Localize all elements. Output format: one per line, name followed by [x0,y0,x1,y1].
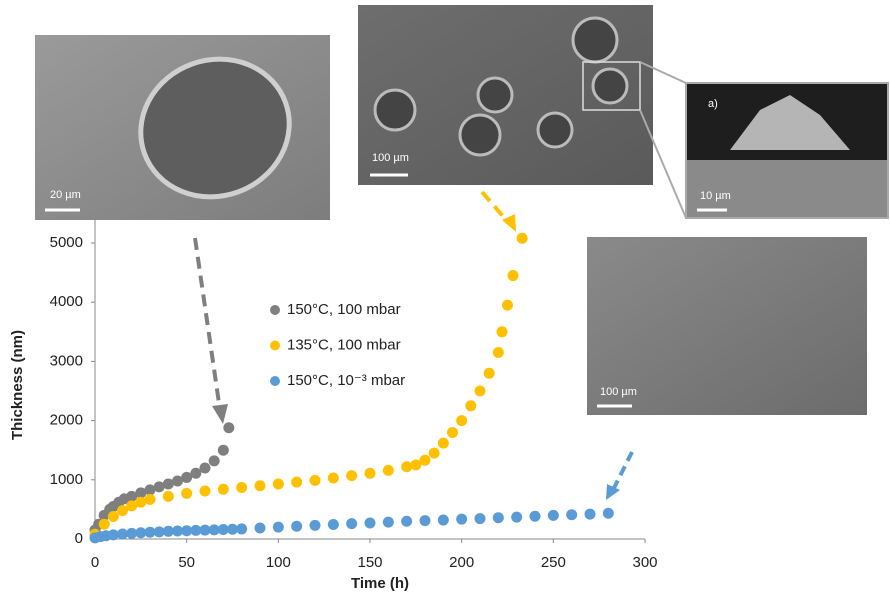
data-point [163,491,174,502]
data-point [291,521,302,532]
data-point [223,422,234,433]
data-point [548,510,559,521]
data-point [365,468,376,479]
x-tick-label: 50 [178,554,195,571]
data-point [429,448,440,459]
y-tick-label: 2000 [50,412,83,429]
x-tick-label: 0 [91,554,99,571]
data-point [475,386,486,397]
data-point [493,347,504,358]
data-point [190,468,201,479]
data-point [511,512,522,523]
data-point [273,478,284,489]
data-point [456,514,467,525]
data-point [517,233,528,244]
data-point [438,438,449,449]
chart: 0 1000 2000 3000 4000 5000 0 50 100 150 200 250 300 T… [0,0,890,600]
data-point [438,515,449,526]
data-point [328,473,339,484]
data-point [218,445,229,456]
data-point [493,512,504,523]
scale-label: 100 µm [600,386,637,398]
y-axis-label: Thickness (nm) [9,330,26,440]
data-point [585,509,596,520]
data-point [603,508,614,519]
legend-label: 150°C, 10⁻³ mbar [287,372,405,389]
data-point [383,465,394,476]
arrow [195,238,220,410]
data-point [566,509,577,520]
data-point [218,484,229,495]
x-tick-label: 300 [632,554,657,571]
arrow-head [212,404,228,424]
data-point [145,494,156,505]
arrow [614,452,632,488]
data-point [420,515,431,526]
legend-label: 135°C, 100 mbar [287,336,401,353]
data-point [484,368,495,379]
y-tick-label: 0 [75,530,83,547]
y-tick-label: 5000 [50,234,83,251]
data-point [508,270,519,281]
data-point [236,482,247,493]
arrow-head [502,214,516,232]
sem-image: 100 µm [358,5,653,185]
scale-label: 20 µm [50,189,81,201]
data-point [346,470,357,481]
data-point [291,477,302,488]
legend-label: 150°C, 100 mbar [287,301,401,318]
data-point [108,511,119,522]
x-tick-label: 100 [266,554,291,571]
data-point [530,511,541,522]
y-tick-label: 3000 [50,352,83,369]
x-tick-label: 150 [357,554,382,571]
x-tick-label: 250 [541,554,566,571]
y-tick-label: 1000 [50,471,83,488]
data-point [502,300,513,311]
data-point [236,523,247,534]
data-point [200,462,211,473]
data-point [255,523,266,534]
data-point [401,516,412,527]
data-point [200,486,211,497]
data-point [497,326,508,337]
sem-image: 20 µm [35,35,330,220]
scale-label: 10 µm [700,190,731,202]
legend-marker [270,305,280,315]
legend-marker [270,341,280,351]
scale-label: 100 µm [372,152,409,164]
x-tick-label: 200 [449,554,474,571]
legend: 150°C, 100 mbar 135°C, 100 mbar 150°C, 10⁻… [270,301,405,389]
data-point [99,519,110,530]
data-point [255,480,266,491]
data-point [383,517,394,528]
x-axis-label: Time (h) [351,575,409,592]
data-point [181,488,192,499]
arrow [482,192,508,222]
data-point [209,455,220,466]
sem-image: a) 10 µm [686,83,888,218]
data-point [365,518,376,529]
data-point [475,513,486,524]
data-point [401,461,412,472]
panel-label: a) [708,98,718,110]
sem-image: 100 µm [587,237,867,415]
data-point [346,518,357,529]
data-point [420,455,431,466]
data-point [465,400,476,411]
data-point [310,520,321,531]
y-tick-label: 4000 [50,293,83,310]
data-point [447,427,458,438]
data-point [328,519,339,530]
data-point [273,522,284,533]
data-point [310,475,321,486]
legend-marker [270,376,280,386]
data-point [456,415,467,426]
